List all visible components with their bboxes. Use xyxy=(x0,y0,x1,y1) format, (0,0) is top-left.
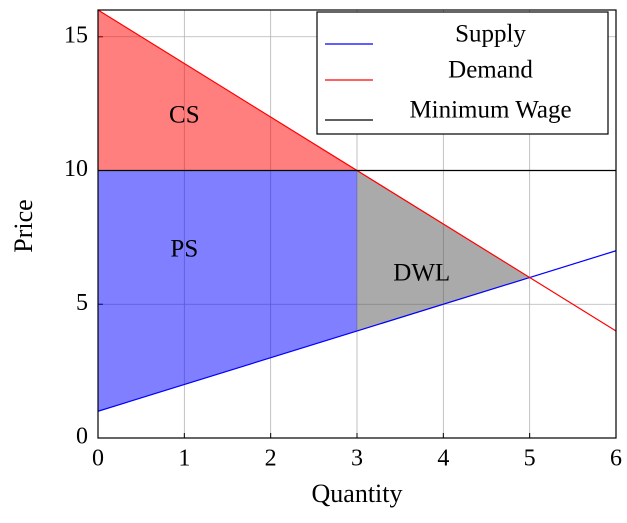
x-tick-label: 6 xyxy=(610,446,622,472)
legend-box xyxy=(316,11,609,135)
y-tick-label: 10 xyxy=(64,156,88,182)
x-tick-label: 5 xyxy=(524,446,536,472)
x-tick-label: 2 xyxy=(265,446,277,472)
y-tick-label: 15 xyxy=(64,22,88,48)
y-tick-label: 5 xyxy=(76,290,88,316)
plot-frame xyxy=(97,9,617,439)
x-tick-label: 1 xyxy=(178,446,190,472)
y-axis-label: Price xyxy=(9,199,38,252)
area xyxy=(98,170,357,412)
x-tick-label: 4 xyxy=(437,446,449,472)
area-label: DWL xyxy=(393,260,450,287)
legend-label: Minimum Wage xyxy=(409,97,571,124)
x-axis-label: Quantity xyxy=(312,479,403,508)
y-tick-label: 0 xyxy=(76,424,88,450)
x-tick-label: 0 xyxy=(92,446,104,472)
area-label: CS xyxy=(169,102,200,129)
area-label: PS xyxy=(170,235,198,262)
x-tick-label: 3 xyxy=(351,446,363,472)
legend-label: Supply xyxy=(455,21,526,48)
legend-label: Demand xyxy=(448,57,533,84)
